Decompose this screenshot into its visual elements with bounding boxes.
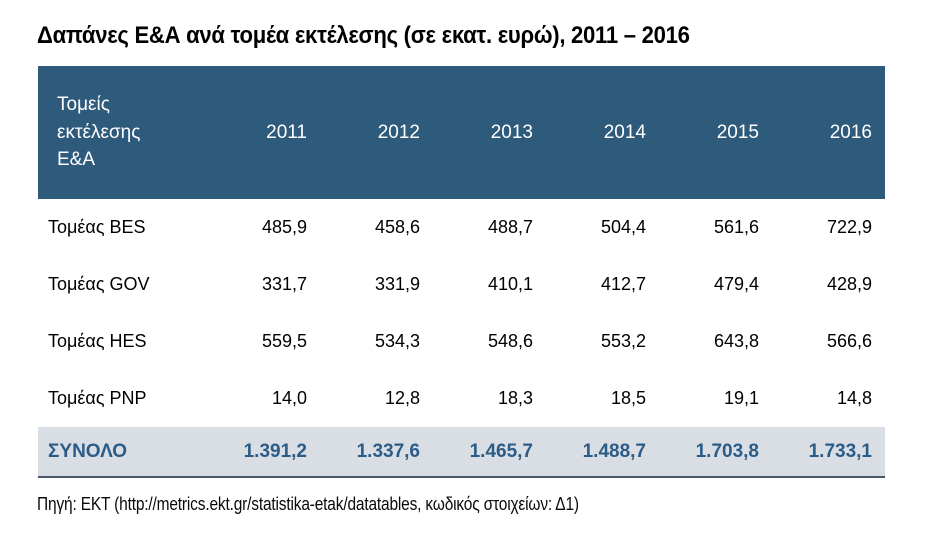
- total-value-cell: 1.337,6: [320, 427, 433, 478]
- value-cell: 643,8: [659, 313, 772, 370]
- row-label: Τομέας HES: [38, 313, 207, 370]
- value-cell: 14,8: [772, 370, 885, 427]
- value-cell: 722,9: [772, 199, 885, 256]
- table-row-gov: Τομέας GOV 331,7 331,9 410,1 412,7 479,4…: [38, 256, 885, 313]
- value-cell: 534,3: [320, 313, 433, 370]
- table-row-pnp: Τομέας PNP 14,0 12,8 18,3 18,5 19,1 14,8: [38, 370, 885, 427]
- total-row: ΣΥΝΟΛΟ 1.391,2 1.337,6 1.465,7 1.488,7 1…: [38, 427, 885, 478]
- table-row-hes: Τομέας HES 559,5 534,3 548,6 553,2 643,8…: [38, 313, 885, 370]
- col-header-sector: Τομείς εκτέλεσης Ε&Α: [38, 66, 207, 199]
- col-header-year-2015: 2015: [659, 66, 772, 199]
- table-row-bes: Τομέας BES 485,9 458,6 488,7 504,4 561,6…: [38, 199, 885, 256]
- value-cell: 566,6: [772, 313, 885, 370]
- value-cell: 553,2: [546, 313, 659, 370]
- value-cell: 410,1: [433, 256, 546, 313]
- total-value-cell: 1.391,2: [207, 427, 320, 478]
- col-header-year-2012: 2012: [320, 66, 433, 199]
- value-cell: 559,5: [207, 313, 320, 370]
- value-cell: 14,0: [207, 370, 320, 427]
- total-value-cell: 1.703,8: [659, 427, 772, 478]
- col-header-year-2011: 2011: [207, 66, 320, 199]
- page-title: Δαπάνες Ε&Α ανά τομέα εκτέλεσης (σε εκατ…: [37, 22, 690, 49]
- value-cell: 412,7: [546, 256, 659, 313]
- value-cell: 488,7: [433, 199, 546, 256]
- total-value-cell: 1.465,7: [433, 427, 546, 478]
- col-header-year-2016: 2016: [772, 66, 885, 199]
- value-cell: 18,5: [546, 370, 659, 427]
- table-header-row: Τομείς εκτέλεσης Ε&Α 2011 2012 2013 2014…: [38, 66, 885, 199]
- source-note: Πηγή: ΕΚΤ (http://metrics.ekt.gr/statist…: [37, 494, 579, 514]
- value-cell: 485,9: [207, 199, 320, 256]
- row-label: Τομέας PNP: [38, 370, 207, 427]
- total-label: ΣΥΝΟΛΟ: [38, 427, 207, 478]
- value-cell: 18,3: [433, 370, 546, 427]
- expenditure-table: Τομείς εκτέλεσης Ε&Α 2011 2012 2013 2014…: [38, 66, 885, 478]
- total-value-cell: 1.733,1: [772, 427, 885, 478]
- value-cell: 548,6: [433, 313, 546, 370]
- col-header-sector-label: Τομείς εκτέλεσης Ε&Α: [57, 94, 141, 171]
- value-cell: 504,4: [546, 199, 659, 256]
- value-cell: 331,9: [320, 256, 433, 313]
- total-value-cell: 1.488,7: [546, 427, 659, 478]
- value-cell: 458,6: [320, 199, 433, 256]
- row-label: Τομέας GOV: [38, 256, 207, 313]
- value-cell: 479,4: [659, 256, 772, 313]
- value-cell: 331,7: [207, 256, 320, 313]
- row-label: Τομέας BES: [38, 199, 207, 256]
- value-cell: 19,1: [659, 370, 772, 427]
- col-header-year-2014: 2014: [546, 66, 659, 199]
- value-cell: 12,8: [320, 370, 433, 427]
- value-cell: 428,9: [772, 256, 885, 313]
- value-cell: 561,6: [659, 199, 772, 256]
- col-header-year-2013: 2013: [433, 66, 546, 199]
